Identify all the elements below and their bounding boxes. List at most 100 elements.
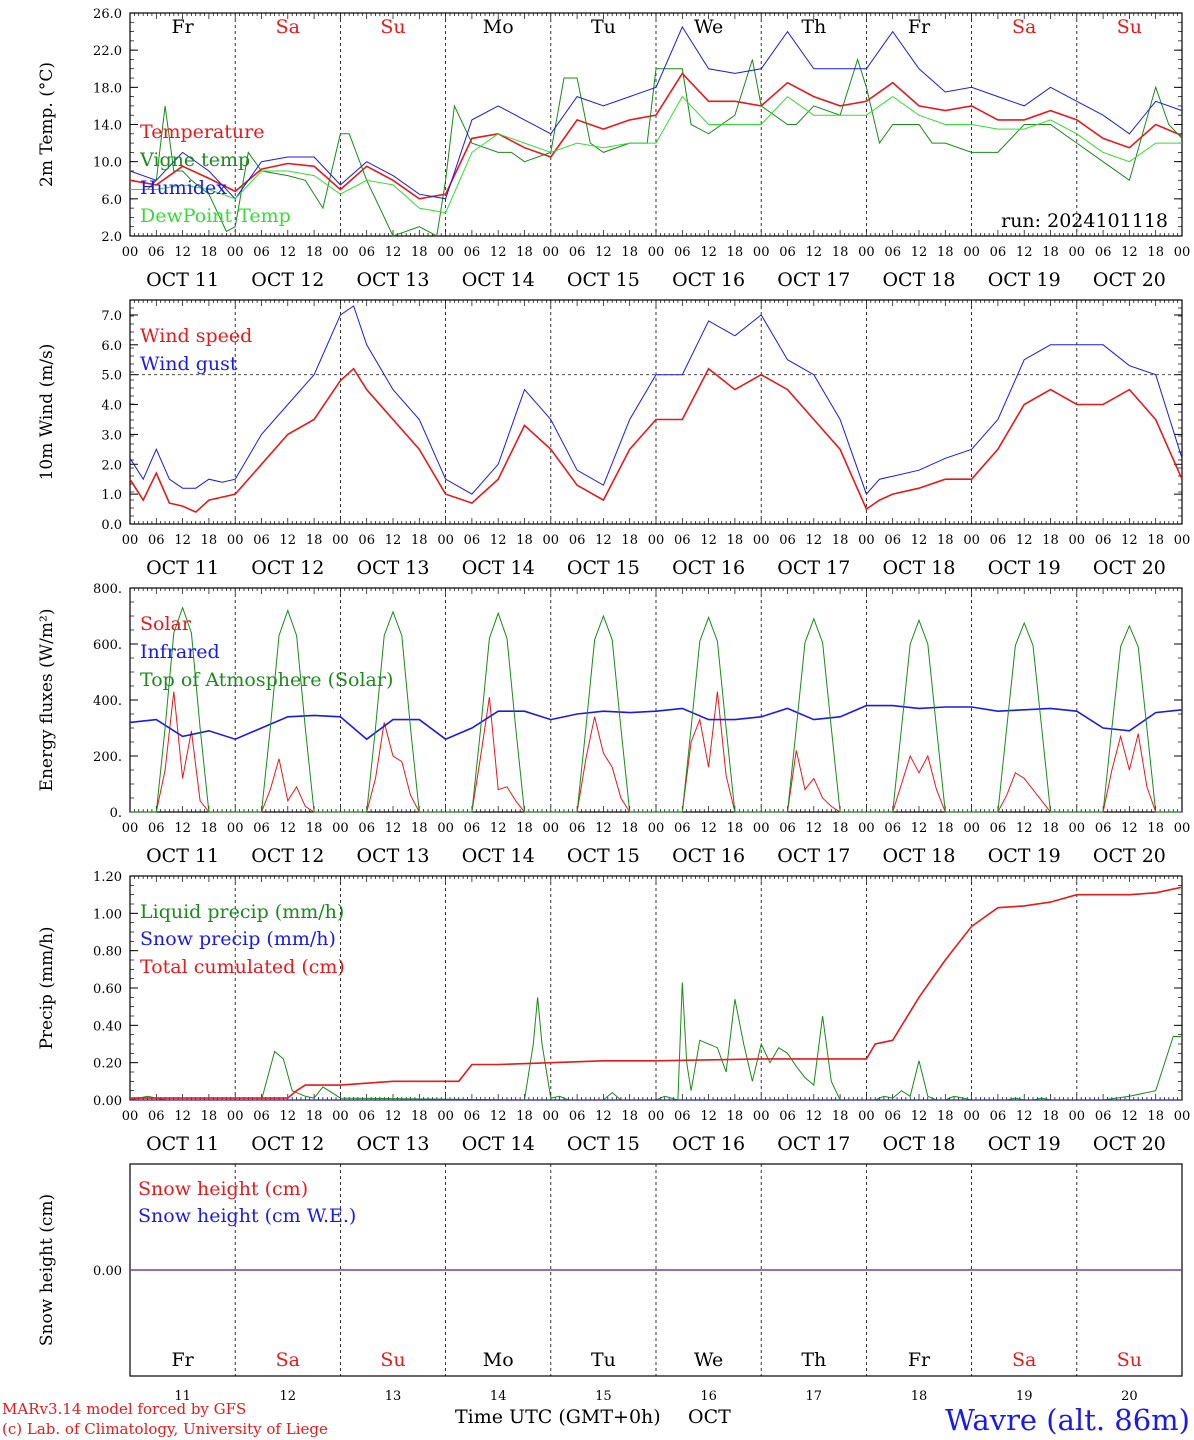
hour-tick-label: 06 [674,533,691,548]
hour-tick-label: 00 [332,533,349,548]
hour-tick-label: 12 [490,1109,507,1124]
y-tick-label: 800. [93,582,122,597]
hour-tick-label: 06 [148,245,165,260]
y-tick-label: 2.0 [101,230,122,245]
day-name-label: Fr [171,1349,194,1371]
credit-line-1: MARv3.14 model forced by GFS [2,1400,246,1418]
hour-tick-label: 00 [753,821,770,836]
hour-tick-label: 18 [1042,821,1059,836]
hour-tick-label: 00 [227,245,244,260]
day-number-label: 13 [385,1389,402,1404]
chart-panel-3: 00 06 12 18 00 06 12 18 00 06 12 18 00 06 12 18 00 06 12 18… [37,582,1190,867]
hour-tick-label: 06 [779,533,796,548]
day-name-label: Mo [483,1349,514,1371]
series-line-vigne-temp [130,57,1183,237]
date-label: OCT 18 [882,557,955,579]
hour-tick-label: 00 [227,1109,244,1124]
hour-tick-label: 18 [306,533,323,548]
hour-tick-label: 06 [148,1109,165,1124]
chart-panel-1: 00 06 12 18 00 06 12 18 00 06 12 18 00 06 12 18 00 06 12 18… [37,7,1190,291]
hour-tick-label: 18 [201,533,218,548]
y-tick-label: 0.60 [93,982,122,997]
hour-tick-label: 18 [516,245,533,260]
date-label: OCT 14 [462,557,535,579]
chart-panel-4: 00 06 12 18 00 06 12 18 00 06 12 18 00 06 12 18 00 06 12 18… [37,870,1190,1155]
day-number-label: 18 [911,1389,928,1404]
hour-tick-label: 06 [358,1109,375,1124]
day-name-label: Sa [276,16,300,38]
hour-tick-label: 18 [1042,533,1059,548]
hour-tick-label: 12 [280,821,297,836]
hour-tick-label: 18 [727,245,744,260]
hour-tick-label: 12 [700,245,717,260]
day-number-label: 12 [280,1389,297,1404]
date-label: OCT 16 [672,1133,745,1155]
hour-tick-label: 00 [1174,245,1191,260]
day-number-label: 14 [490,1389,507,1404]
hour-tick-label: 18 [516,533,533,548]
hour-tick-label: 18 [1147,821,1164,836]
hour-tick-label: 18 [1042,245,1059,260]
hour-tick-label: 00 [332,1109,349,1124]
series-line-temperature [129,72,1183,200]
y-tick-label: 6.0 [101,193,122,208]
hour-tick-label: 00 [648,821,665,836]
legend-entry: Infrared [140,641,220,663]
y-tick-label: 3.0 [101,428,122,443]
legend-entry: Snow precip (mm/h) [140,928,336,950]
date-label: OCT 16 [672,557,745,579]
legend-entry: Snow height (cm W.E.) [138,1205,356,1227]
hour-tick-label: 12 [280,533,297,548]
hour-tick-label: 00 [122,821,139,836]
hour-tick-label: 12 [806,821,823,836]
day-name-label: Su [1117,16,1142,38]
hour-tick-label: 06 [990,245,1007,260]
day-number-label: 11 [174,1389,191,1404]
y-tick-label: 400. [93,694,122,709]
hour-tick-label: 12 [700,821,717,836]
hour-tick-label: 06 [674,821,691,836]
hour-tick-label: 06 [884,533,901,548]
hour-tick-label: 18 [832,1109,849,1124]
legend-entry: Top of Atmosphere (Solar) [140,669,393,691]
hour-tick-label: 18 [621,821,638,836]
hour-tick-label: 12 [595,245,612,260]
hour-tick-label: 06 [990,1109,1007,1124]
hour-tick-label: 18 [306,245,323,260]
date-label: OCT 17 [777,845,850,867]
date-label: OCT 16 [672,269,745,291]
hour-tick-label: 18 [411,1109,428,1124]
legend-entry: Wind speed [140,325,252,347]
hour-tick-label: 06 [884,245,901,260]
date-label: OCT 13 [356,1133,429,1155]
hour-tick-label: 06 [1095,245,1112,260]
hour-tick-label: 18 [621,245,638,260]
x-axis-month: OCT [688,1406,731,1428]
hour-tick-label: 06 [358,245,375,260]
date-label: OCT 20 [1093,1133,1166,1155]
y-tick-label: 0.0 [101,518,122,533]
y-tick-label: 6.0 [101,339,122,354]
y-tick-label: 600. [93,638,122,653]
hour-tick-label: 00 [753,1109,770,1124]
day-number-label: 16 [700,1389,717,1404]
date-label: OCT 19 [988,269,1061,291]
date-label: OCT 20 [1093,269,1166,291]
y-tick-label: 18.0 [93,81,122,96]
series-line-infrared [129,704,1183,741]
hour-tick-label: 00 [648,533,665,548]
chart-panel-5: 0.00 Snow height (cm) Snow height (cm) Snow… [37,1163,1183,1404]
hour-tick-label: 12 [174,533,191,548]
hour-tick-label: 00 [437,245,454,260]
chart-panel-2: 00 06 12 18 00 06 12 18 00 06 12 18 00 06 12 18 00 06 12 18… [37,299,1190,579]
hour-tick-label: 06 [464,821,481,836]
y-tick-label: 1.20 [93,870,122,885]
y-tick-label: 7.0 [101,309,122,324]
series-line-top-of-atmosphere-solar- [130,606,1182,813]
hour-tick-label: 00 [1069,1109,1086,1124]
hour-tick-label: 00 [543,1109,560,1124]
date-label: OCT 18 [882,1133,955,1155]
hour-tick-label: 06 [253,533,270,548]
hour-tick-label: 12 [174,1109,191,1124]
hour-tick-label: 00 [437,533,454,548]
